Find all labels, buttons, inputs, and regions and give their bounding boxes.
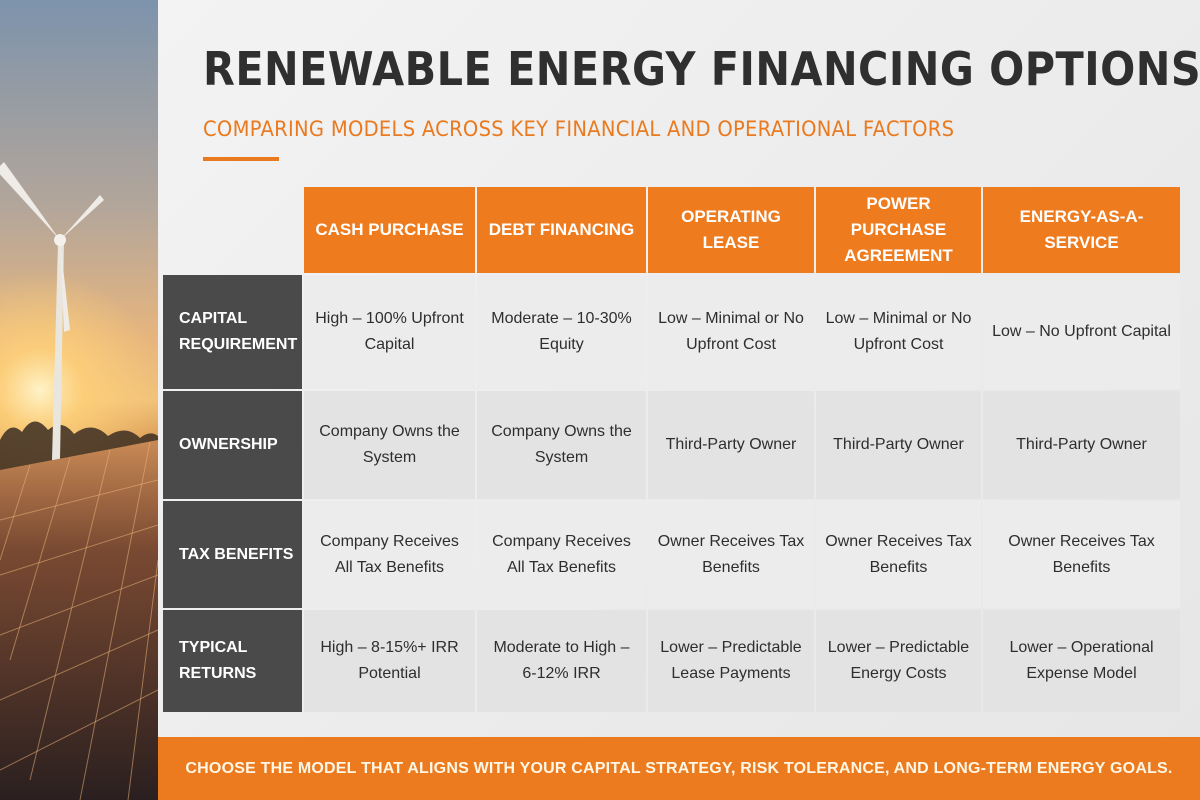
- table-cell: Owner Receives Tax Benefits: [648, 501, 814, 608]
- column-header-cash-purchase: CASH PURCHASE: [304, 187, 475, 273]
- table-cell: Company Owns the System: [304, 391, 475, 499]
- table-cell: Owner Receives Tax Benefits: [816, 501, 981, 608]
- table-cell: Low – No Upfront Capital: [983, 275, 1180, 389]
- accent-divider: [203, 157, 279, 161]
- row-header-ownership: OWNERSHIP: [163, 391, 302, 499]
- page-subtitle: COMPARING MODELS ACROSS KEY FINANCIAL AN…: [203, 117, 955, 141]
- table-cell: Lower – Predictable Lease Payments: [648, 610, 814, 712]
- footer-text: CHOOSE THE MODEL THAT ALIGNS WITH YOUR C…: [185, 759, 1173, 777]
- table-cell: Low – Minimal or No Upfront Cost: [648, 275, 814, 389]
- table-cell: Third-Party Owner: [983, 391, 1180, 499]
- table-cell: Company Receives All Tax Benefits: [304, 501, 475, 608]
- table-cell: Low – Minimal or No Upfront Cost: [816, 275, 981, 389]
- table-cell: Lower – Predictable Energy Costs: [816, 610, 981, 712]
- table-cell: Company Receives All Tax Benefits: [477, 501, 646, 608]
- hero-photo: [0, 0, 158, 800]
- page-title: RENEWABLE ENERGY FINANCING OPTIONS: [203, 42, 1200, 96]
- column-header-debt-financing: DEBT FINANCING: [477, 187, 646, 273]
- table-cell: Moderate to High – 6-12% IRR: [477, 610, 646, 712]
- table-cell: High – 100% Upfront Capital: [304, 275, 475, 389]
- column-header-ppa: POWER PURCHASE AGREEMENT: [816, 187, 981, 273]
- column-header-energy-as-a-service: ENERGY-AS-A-SERVICE: [983, 187, 1180, 273]
- table-cell: Company Owns the System: [477, 391, 646, 499]
- table-cell: Owner Receives Tax Benefits: [983, 501, 1180, 608]
- turbine-solar-illustration: [0, 0, 158, 800]
- table-cell: Lower – Operational Expense Model: [983, 610, 1180, 712]
- row-header-tax-benefits: TAX BENEFITS: [163, 501, 302, 608]
- table-cell: Third-Party Owner: [816, 391, 981, 499]
- column-header-operating-lease: OPERATING LEASE: [648, 187, 814, 273]
- row-header-typical-returns: TYPICAL RETURNS: [163, 610, 302, 712]
- row-header-capital-requirement: CAPITAL REQUIREMENT: [163, 275, 302, 389]
- table-cell: Moderate – 10-30% Equity: [477, 275, 646, 389]
- table-cell: High – 8-15%+ IRR Potential: [304, 610, 475, 712]
- table-cell: Third-Party Owner: [648, 391, 814, 499]
- footer-banner: CHOOSE THE MODEL THAT ALIGNS WITH YOUR C…: [158, 737, 1200, 800]
